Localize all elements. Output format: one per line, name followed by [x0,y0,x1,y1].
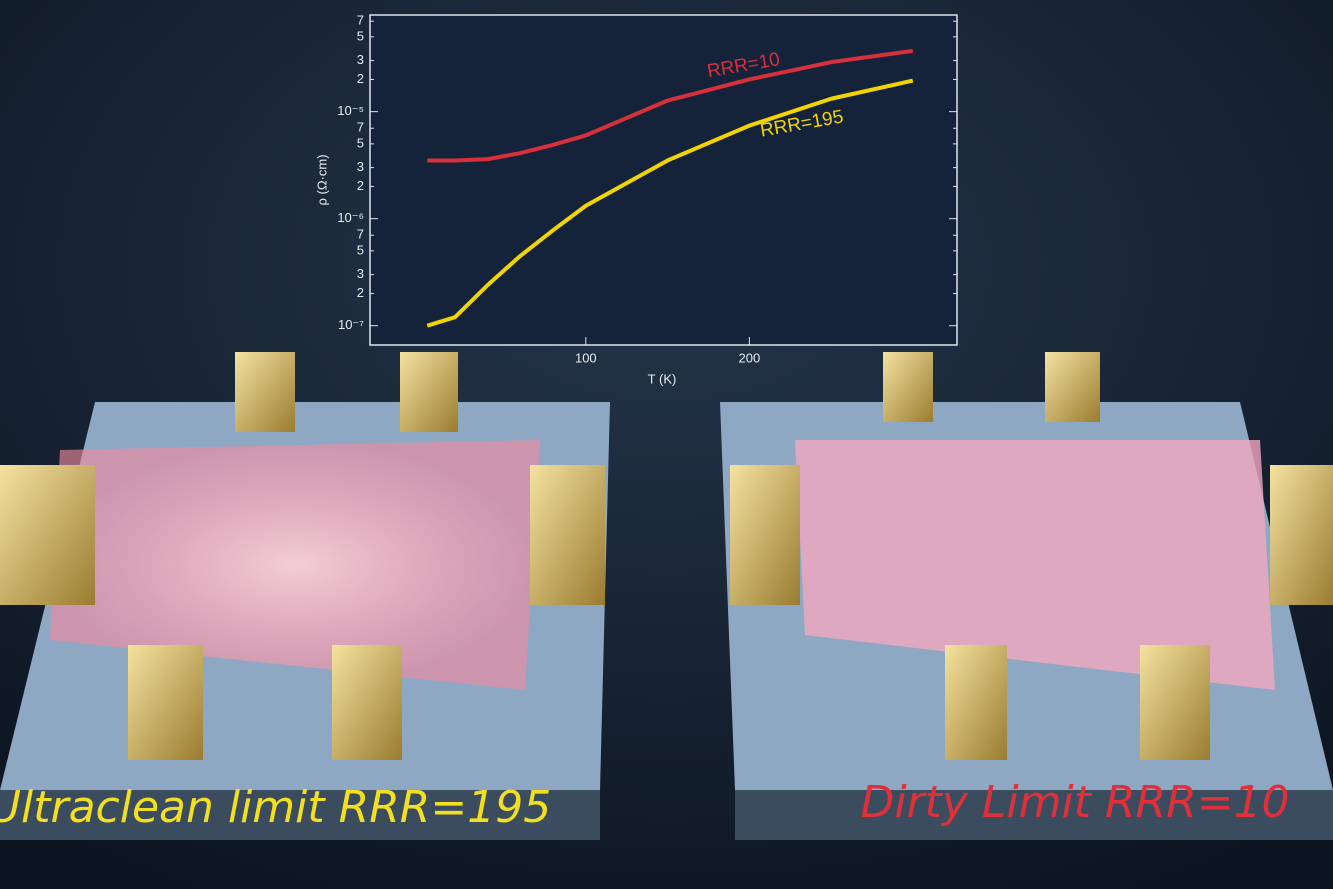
y-tick-label: 10⁻⁷ [338,317,364,332]
y-tick-label: 10⁻⁶ [337,210,364,225]
x-axis-label: T (K) [648,371,677,386]
y-tick-label: 5 [357,28,364,43]
left-device [0,352,610,840]
series-line [427,48,914,163]
y-tick-label: 3 [357,159,364,174]
right-device [720,352,1333,840]
y-tick-label: 7 [357,13,364,28]
y-tick-label: 10⁻⁵ [337,103,364,118]
series-line [426,78,914,328]
y-tick-label: 5 [357,135,364,150]
y-tick-label: 7 [357,227,364,242]
x-tick-label: 100 [575,350,597,365]
x-tick-label: 200 [738,350,760,365]
y-tick-label: 3 [357,266,364,281]
y-tick-label: 7 [357,120,364,135]
caption: Dirty Limit RRR=10 [860,777,1289,828]
y-tick-label: 2 [357,178,364,193]
y-tick-label: 3 [357,52,364,67]
y-tick-label: 2 [357,71,364,86]
y-tick-label: 2 [357,285,364,300]
y-axis-label: ρ (Ω·cm) [314,154,329,205]
y-tick-label: 5 [357,242,364,257]
caption: Ultraclean limit RRR=195 [0,782,551,833]
plot-frame [369,14,958,346]
